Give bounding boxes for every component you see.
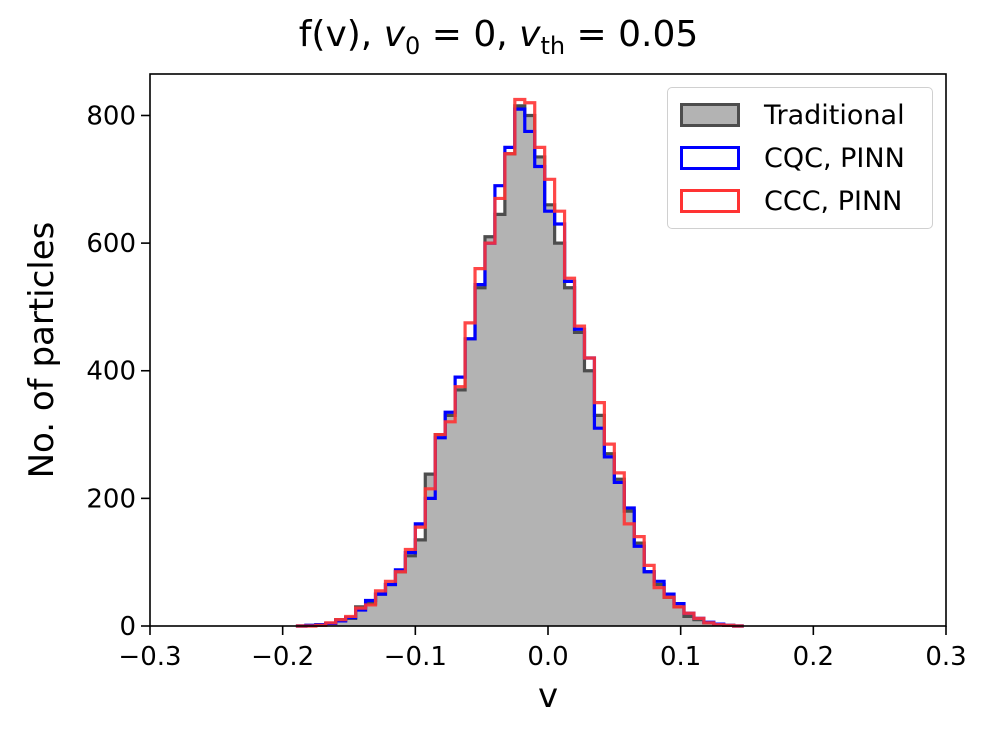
title-v0-value: = 0, (420, 14, 520, 55)
y-tick-label: 800 (86, 101, 136, 131)
legend-item-ccc: CCC, PINN (680, 185, 903, 217)
legend-swatch-traditional (680, 103, 740, 127)
x-axis-label: v (537, 676, 559, 716)
title-vth-value: = 0.05 (565, 14, 699, 55)
legend: Traditional CQC, PINN CCC, PINN (667, 87, 933, 229)
y-tick-label: 0 (119, 612, 136, 642)
x-tick-label: 0.3 (925, 642, 966, 672)
x-tick-label: −0.1 (384, 642, 447, 672)
title-vth-symbol: v (519, 14, 541, 55)
title-v0-symbol: v (383, 14, 405, 55)
histogram-fill-traditional (295, 105, 744, 626)
title-vth-sub: th (540, 32, 566, 61)
legend-swatch-ccc (680, 189, 740, 213)
legend-item-traditional: Traditional (680, 99, 905, 131)
chart-title: f(v), v0 = 0, vth = 0.05 (0, 14, 997, 60)
x-tick-label: 0.1 (660, 642, 701, 672)
histogram-step-ccc-pinn (295, 97, 744, 628)
y-tick-label: 400 (86, 357, 136, 387)
y-tick-label: 600 (86, 229, 136, 259)
y-tick-label: 200 (86, 484, 136, 514)
x-tick-label: 0.2 (793, 642, 834, 672)
x-tick-label: −0.3 (118, 642, 181, 672)
histogram-step-cqc-pinn (295, 107, 744, 628)
title-prefix: f(v), (298, 14, 384, 55)
legend-item-cqc: CQC, PINN (680, 142, 905, 174)
y-axis-label: No. of particles (22, 221, 62, 479)
title-v0-sub: 0 (405, 32, 421, 61)
x-tick-label: 0.0 (527, 642, 568, 672)
legend-swatch-cqc (680, 146, 740, 170)
legend-label-traditional: Traditional (764, 99, 905, 131)
legend-label-cqc: CQC, PINN (764, 142, 905, 174)
x-tick-label: −0.2 (251, 642, 314, 672)
legend-label-ccc: CCC, PINN (764, 185, 903, 217)
